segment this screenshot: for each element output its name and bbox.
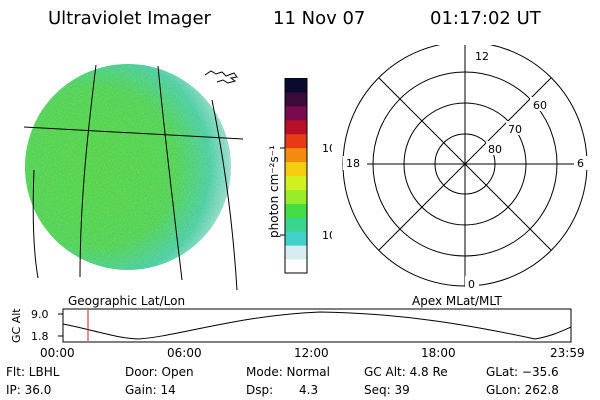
- colorbar-units: photon cm⁻²s⁻¹: [267, 145, 281, 238]
- polar-plot-mlat-mlt: 12 60 70 80 18 6 0: [342, 45, 588, 291]
- geographic-projection-label: Geographic Lat/Lon: [68, 294, 186, 308]
- altitude-plot: 9.0 1.8 GC Alt: [10, 308, 572, 343]
- colorbar-tick-10: 10: [322, 229, 332, 242]
- colorbar-segment: [285, 189, 307, 204]
- lat-label-80: 80: [488, 143, 502, 156]
- mlt-label-6: 6: [577, 157, 584, 170]
- filter-value: Flt: LBHL: [6, 365, 60, 379]
- altitude-ytick-1.8: 1.8: [31, 330, 49, 343]
- instrument-title: Ultraviolet Imager: [48, 8, 211, 29]
- apex-projection-label: Apex MLat/MLT: [412, 294, 502, 308]
- colorbar-segment: [285, 245, 307, 260]
- mode-value: Mode: Normal: [246, 365, 330, 379]
- door-status: Door: Open: [125, 365, 194, 379]
- time-tick-1800: 18:00: [421, 346, 456, 360]
- dsp-label: Dsp:: [246, 383, 274, 397]
- mlt-label-0: 0: [468, 278, 475, 291]
- geographic-grid: [23, 64, 244, 290]
- mlt-label-18: 18: [346, 157, 360, 170]
- time-tick-1200: 12:00: [294, 346, 329, 360]
- mlt-label-12: 12: [475, 50, 489, 63]
- altitude-ylabel: GC Alt: [10, 308, 23, 343]
- lat-label-70: 70: [508, 123, 522, 136]
- colorbar-segment: [285, 119, 307, 135]
- gain-value: Gain: 14: [125, 383, 176, 397]
- disk-texture: [25, 64, 231, 270]
- gc-alt-value: GC Alt: 4.8 Re: [364, 365, 448, 379]
- colorbar-segment: [285, 147, 307, 163]
- auroral-image-geographic: [23, 64, 244, 290]
- colorbar-segment: [285, 175, 307, 190]
- intensity-colorbar: 100 10 photon cm⁻²s⁻¹: [267, 78, 332, 274]
- glon-value: GLon: 262.8: [486, 383, 559, 397]
- glat-value: GLat: −35.6: [486, 365, 559, 379]
- date-label: 11 Nov 07: [273, 8, 366, 29]
- colorbar-tick-100: 100: [322, 142, 332, 155]
- colorbar-segment: [285, 105, 307, 121]
- colorbar-segment: [285, 161, 307, 176]
- time-tick-2359: 23:59: [550, 346, 585, 360]
- altitude-curve: [62, 311, 572, 340]
- colorbar-segment: [285, 91, 307, 107]
- time-tick-0600: 06:00: [167, 346, 202, 360]
- coastline: [204, 70, 238, 84]
- colorbar-segment: [285, 259, 307, 274]
- time-label: 01:17:02 UT: [430, 8, 541, 29]
- time-tick-0000: 00:00: [40, 346, 75, 360]
- colorbar-segment: [285, 217, 307, 232]
- lat-label-60: 60: [533, 99, 547, 112]
- sequence-value: Seq: 39: [364, 383, 410, 397]
- colorbar-segment: [285, 231, 307, 246]
- altitude-ytick-9: 9.0: [31, 308, 49, 321]
- colorbar-segment: [285, 133, 307, 149]
- ip-value: IP: 36.0: [6, 383, 52, 397]
- colorbar-segment: [285, 203, 307, 218]
- colorbar-segment: [285, 78, 307, 93]
- dsp-value: 4.3: [299, 383, 319, 397]
